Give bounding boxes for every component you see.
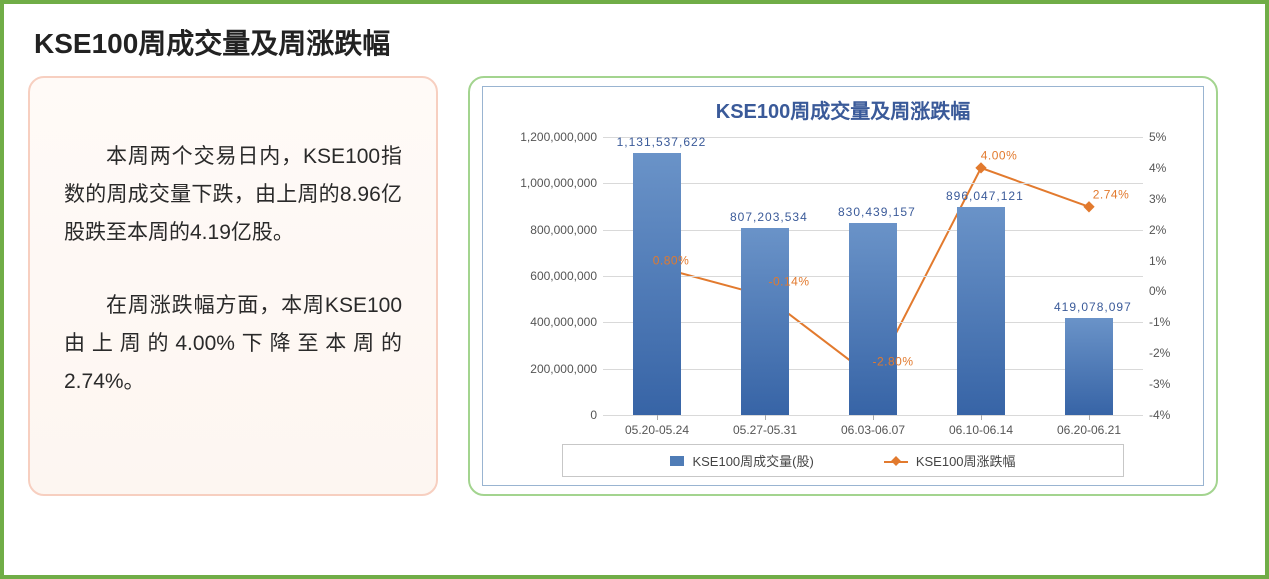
x-tick: [1089, 415, 1090, 420]
bar-swatch-icon: [670, 456, 684, 466]
y-left-tick: 800,000,000: [487, 223, 603, 237]
chart-title: KSE100周成交量及周涨跌幅: [483, 95, 1203, 124]
paragraph-2: 在周涨跌幅方面，本周KSE100由上周的4.00%下降至本周的2.74%。: [64, 287, 402, 400]
legend-label-line: KSE100周涨跌幅: [916, 451, 1016, 470]
legend: KSE100周成交量(股) KSE100周涨跌幅: [562, 444, 1124, 477]
y-right-tick: 4%: [1143, 161, 1166, 175]
legend-item-line: KSE100周涨跌幅: [884, 451, 1016, 470]
line-value-label: -2.80%: [872, 354, 913, 368]
y-left-tick: 0: [487, 408, 603, 422]
y-right-tick: 5%: [1143, 130, 1166, 144]
y-left-tick: 200,000,000: [487, 362, 603, 376]
y-right-tick: -3%: [1143, 377, 1170, 391]
bar: 419,078,097: [1065, 318, 1114, 415]
y-right-tick: 3%: [1143, 192, 1166, 206]
x-tick: [657, 415, 658, 420]
content-row: 本周两个交易日内，KSE100指数的周成交量下跌，由上周的8.96亿股跌至本周的…: [28, 76, 1241, 496]
y-right-tick: 0%: [1143, 284, 1166, 298]
page-title: KSE100周成交量及周涨跌幅: [34, 22, 1241, 62]
chart-panel: KSE100周成交量及周涨跌幅 0200,000,000400,000,0006…: [468, 76, 1218, 496]
y-left-tick: 600,000,000: [487, 269, 603, 283]
y-right-tick: -1%: [1143, 315, 1170, 329]
y-left-tick: 1,000,000,000: [487, 176, 603, 190]
plot-area: 0200,000,000400,000,000600,000,000800,00…: [603, 137, 1143, 415]
line-value-label: 2.74%: [1093, 187, 1130, 201]
bar-value-label: 419,078,097: [1054, 300, 1132, 318]
bar-value-label: 1,131,537,622: [617, 135, 707, 153]
legend-label-bars: KSE100周成交量(股): [692, 451, 813, 470]
y-right-tick: -4%: [1143, 408, 1170, 422]
bar: 1,131,537,622: [633, 153, 682, 415]
line-value-label: -0.14%: [768, 274, 809, 288]
chart-inner: KSE100周成交量及周涨跌幅 0200,000,000400,000,0006…: [482, 86, 1204, 486]
x-tick: [765, 415, 766, 420]
bar-value-label: 807,203,534: [730, 210, 808, 228]
outer-frame: KSE100周成交量及周涨跌幅 本周两个交易日内，KSE100指数的周成交量下跌…: [0, 0, 1269, 579]
bar-value-label: 896,047,121: [946, 189, 1024, 207]
text-panel: 本周两个交易日内，KSE100指数的周成交量下跌，由上周的8.96亿股跌至本周的…: [28, 76, 438, 496]
line-marker: [1083, 201, 1094, 212]
y-right-tick: -2%: [1143, 346, 1170, 360]
line-value-label: 4.00%: [981, 148, 1018, 162]
y-right-tick: 2%: [1143, 223, 1166, 237]
bar: 896,047,121: [957, 207, 1006, 415]
y-left-tick: 1,200,000,000: [487, 130, 603, 144]
gridline: [603, 183, 1143, 184]
bar-value-label: 830,439,157: [838, 205, 916, 223]
line-swatch-icon: [884, 455, 908, 467]
bar: 830,439,157: [849, 223, 898, 415]
x-tick: [873, 415, 874, 420]
x-tick: [981, 415, 982, 420]
line-marker: [975, 162, 986, 173]
y-left-tick: 400,000,000: [487, 315, 603, 329]
legend-item-bars: KSE100周成交量(股): [670, 451, 813, 470]
paragraph-1: 本周两个交易日内，KSE100指数的周成交量下跌，由上周的8.96亿股跌至本周的…: [64, 138, 402, 251]
y-right-tick: 1%: [1143, 254, 1166, 268]
line-value-label: 0.80%: [653, 253, 690, 267]
bar: 807,203,534: [741, 228, 790, 415]
